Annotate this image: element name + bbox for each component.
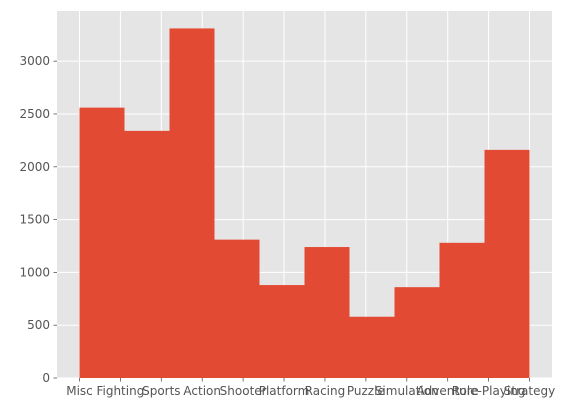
histogram-bar [214,239,260,378]
x-tick-label: Simulation [375,384,439,398]
y-tick-label: 2500 [19,107,50,121]
y-tick-label: 0 [42,371,50,385]
x-tick-label: Fighting [96,384,144,398]
y-axis-ticks: 0 500 1000 1500 2000 2500 3000 [19,54,57,385]
histogram-bar [259,285,305,378]
histogram-bar [304,247,350,378]
bars [79,28,530,379]
histogram-bar [394,287,440,378]
x-tick-label: Adventure [417,384,479,398]
x-tick-label: Puzzle [347,384,385,398]
histogram-bar [484,149,530,378]
y-tick-label: 3000 [19,54,50,68]
x-tick-label: Sports [142,384,180,398]
x-tick-label: Shooter [220,384,267,398]
y-tick-label: 1500 [19,213,50,227]
y-tick-label: 500 [27,318,50,332]
x-tick-label: Racing [305,384,346,398]
histogram-bar [79,107,125,379]
x-tick-label: Platform [259,384,310,398]
histogram-bar [349,316,395,378]
x-tick-label: Role-Playing [452,384,526,398]
histogram-bar [439,242,485,378]
histogram-bar [169,28,215,378]
y-tick-label: 1000 [19,265,50,279]
x-tick-label: Strategy [504,384,555,398]
x-tick-label: Action [183,384,221,398]
x-tick-label: Misc [66,384,93,398]
y-tick-label: 2000 [19,160,50,174]
histogram-bar [124,130,170,378]
